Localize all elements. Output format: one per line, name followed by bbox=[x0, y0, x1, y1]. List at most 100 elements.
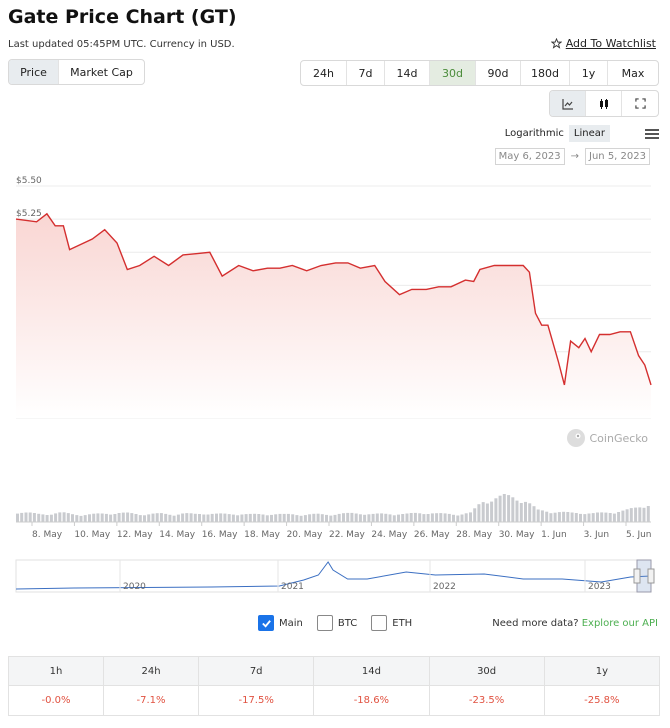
range-max[interactable]: Max bbox=[621, 66, 645, 80]
tab-price[interactable]: Price bbox=[9, 60, 59, 84]
volume-bar bbox=[562, 511, 566, 522]
performance-table: 1h 24h 7d 14d 30d 1y -0.0% -7.1% -17.5% … bbox=[7, 656, 661, 716]
volume-bar bbox=[456, 515, 460, 522]
volume-bar bbox=[617, 512, 621, 522]
volume-bar bbox=[134, 514, 138, 522]
range-90d[interactable]: 90d bbox=[476, 61, 521, 85]
add-to-watchlist-link[interactable]: Add To Watchlist bbox=[550, 37, 656, 50]
volume-bar bbox=[121, 512, 125, 522]
explore-api-link[interactable]: Explore our API bbox=[581, 618, 658, 629]
tab-market-cap[interactable]: Market Cap bbox=[70, 65, 133, 79]
y-tick-label: $5.50 bbox=[16, 176, 42, 186]
watermark-text: CoinGecko bbox=[589, 431, 649, 445]
volume-bar bbox=[312, 513, 316, 522]
chart-legend: Main BTC ETH bbox=[258, 615, 412, 631]
price-line bbox=[15, 212, 652, 386]
line-chart-icon bbox=[561, 98, 573, 110]
candlestick-button[interactable] bbox=[586, 91, 622, 116]
table-header-row: 1h 24h 7d 14d 30d 1y bbox=[7, 656, 661, 686]
volume-bar bbox=[168, 514, 172, 522]
price-chart[interactable]: $5.50$5.25$5.00$4.75$4.50$4.25$4.00$3.75… bbox=[0, 170, 670, 600]
volume-bar bbox=[172, 515, 176, 522]
volume-bar bbox=[409, 513, 413, 522]
volume-bar bbox=[325, 514, 328, 522]
volume-bar bbox=[295, 515, 299, 522]
navigator-handle-left bbox=[633, 568, 641, 584]
range-30d[interactable]: 30d bbox=[430, 61, 476, 85]
range-24h[interactable]: 24h bbox=[301, 61, 347, 85]
volume-bar bbox=[380, 513, 384, 522]
x-tick-label: 14. May bbox=[159, 530, 195, 540]
legend-eth-label: ETH bbox=[392, 617, 413, 629]
value-1h: -0.0% bbox=[7, 685, 105, 716]
scale-toggle: Logarithmic Linear bbox=[500, 125, 610, 142]
volume-bar bbox=[244, 514, 248, 522]
volume-bar bbox=[485, 503, 489, 522]
x-tick-label: 26. May bbox=[414, 530, 450, 540]
volume-bar bbox=[621, 510, 625, 522]
x-tick-label: 1. Jun bbox=[541, 530, 567, 540]
volume-bar bbox=[612, 513, 616, 522]
value-7d: -17.5% bbox=[198, 685, 315, 716]
col-1y: 1y bbox=[543, 656, 661, 686]
volume-bar bbox=[96, 513, 100, 522]
volume-bar bbox=[316, 513, 320, 522]
volume-bar bbox=[549, 513, 553, 522]
volume-bar bbox=[117, 513, 121, 522]
volume-bar bbox=[109, 514, 113, 522]
fullscreen-button[interactable] bbox=[622, 91, 658, 116]
volume-bar bbox=[490, 501, 494, 522]
date-to-input[interactable]: Jun 5, 2023 bbox=[585, 148, 650, 165]
line-chart-button[interactable] bbox=[550, 91, 586, 116]
volume-bar bbox=[346, 512, 350, 522]
volume-bar bbox=[477, 504, 481, 522]
volume-bar bbox=[418, 513, 422, 522]
navigator-year-label: 2021 bbox=[281, 582, 304, 592]
volume-bar bbox=[545, 511, 549, 522]
legend-main[interactable]: Main bbox=[258, 615, 303, 631]
volume-bar bbox=[553, 512, 557, 522]
scale-logarithmic[interactable]: Logarithmic bbox=[504, 128, 564, 139]
volume-bar bbox=[126, 512, 130, 522]
volume-bar bbox=[215, 513, 218, 522]
date-from-input[interactable]: May 6, 2023 bbox=[494, 148, 565, 165]
volume-bar bbox=[354, 513, 358, 522]
menu-icon[interactable] bbox=[645, 128, 659, 140]
volume-bar bbox=[528, 503, 532, 522]
legend-btc[interactable]: BTC bbox=[316, 615, 358, 631]
legend-eth[interactable]: ETH bbox=[371, 615, 412, 631]
volume-bar bbox=[71, 514, 74, 522]
volume-bar bbox=[49, 514, 53, 522]
range-14d[interactable]: 14d bbox=[385, 61, 430, 85]
volume-bar bbox=[303, 515, 307, 522]
legend-btc-label: BTC bbox=[337, 617, 358, 629]
volume-bar bbox=[155, 513, 159, 522]
volume-bar bbox=[147, 514, 151, 522]
col-14d: 14d bbox=[313, 656, 430, 686]
range-1y[interactable]: 1y bbox=[570, 61, 608, 85]
volume-bar bbox=[176, 514, 180, 522]
volume-bar bbox=[384, 513, 388, 522]
scale-linear[interactable]: Linear bbox=[568, 125, 610, 142]
range-navigator[interactable]: 2020 2021 2022 2023 bbox=[15, 559, 655, 593]
volume-bar bbox=[83, 515, 87, 522]
col-1h: 1h bbox=[7, 656, 105, 686]
volume-bar bbox=[481, 502, 485, 522]
volume-bar bbox=[20, 512, 24, 522]
volume-bar bbox=[37, 513, 41, 522]
volume-bar bbox=[248, 513, 252, 522]
volume-bar bbox=[507, 495, 511, 522]
x-tick-label: 12. May bbox=[117, 530, 153, 540]
volume-bar bbox=[181, 513, 185, 522]
navigator-handle-right bbox=[647, 568, 655, 584]
volume-bar bbox=[253, 513, 257, 522]
volume-bar bbox=[401, 514, 405, 522]
volume-bar bbox=[646, 506, 650, 522]
volume-bar bbox=[265, 515, 269, 522]
checkbox-icon bbox=[316, 615, 333, 631]
volume-bar bbox=[104, 513, 108, 522]
volume-bar bbox=[494, 498, 498, 522]
range-7d[interactable]: 7d bbox=[347, 61, 385, 85]
volume-bar bbox=[62, 512, 66, 522]
range-180d[interactable]: 180d bbox=[521, 61, 570, 85]
